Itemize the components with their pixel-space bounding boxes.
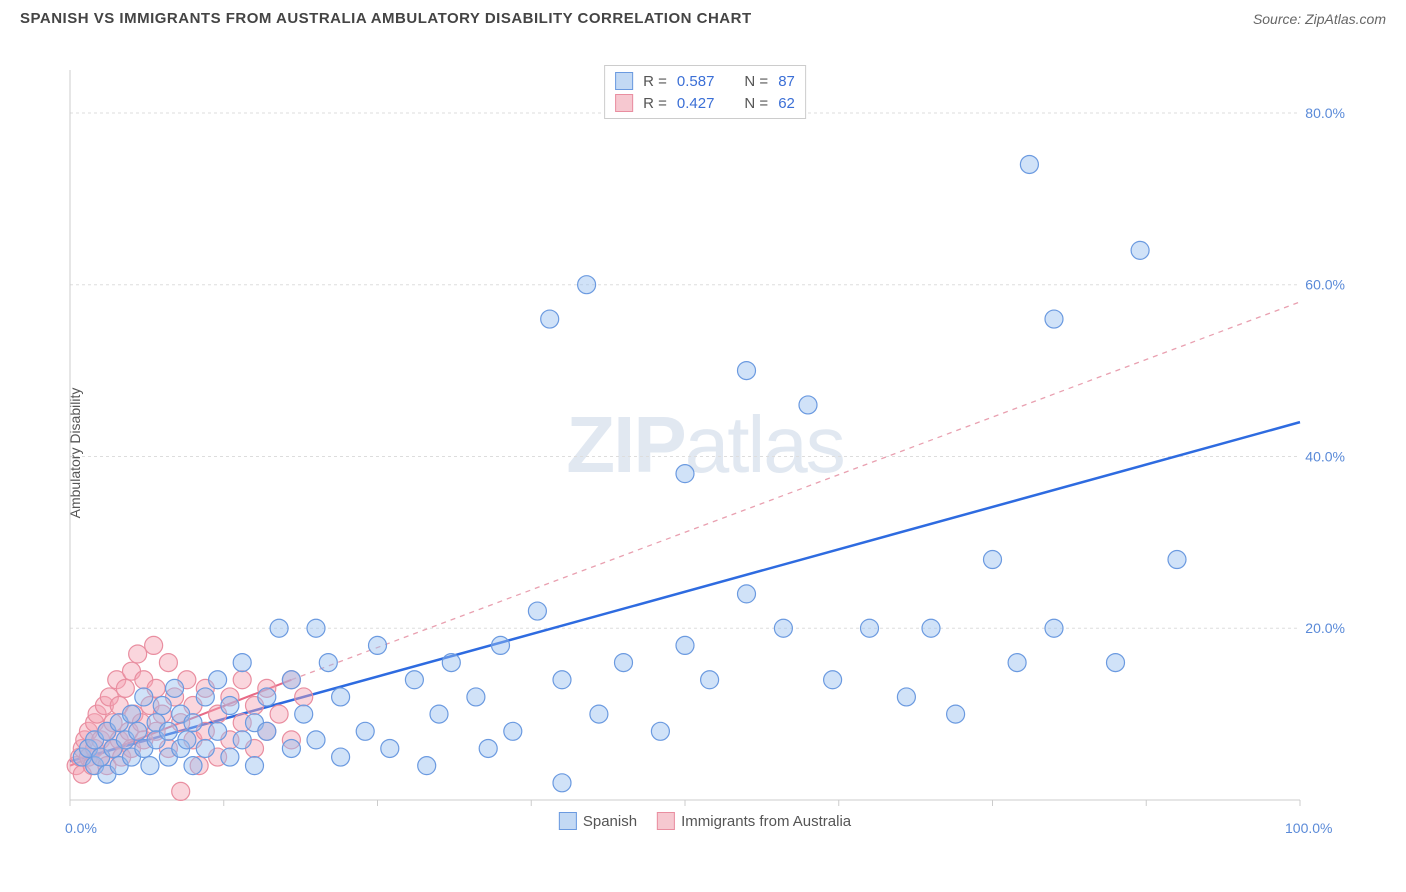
swatch-series1 <box>615 72 633 90</box>
stats-row-2: R = 0.427 N = 62 <box>615 92 795 114</box>
r-label-2: R = <box>643 95 667 112</box>
legend-swatch-1 <box>559 812 577 830</box>
r-label-1: R = <box>643 73 667 90</box>
stats-legend: R = 0.587 N = 87 R = 0.427 N = 62 <box>604 65 806 119</box>
swatch-series2 <box>615 94 633 112</box>
svg-text:80.0%: 80.0% <box>1305 105 1345 121</box>
n-value-1: 87 <box>778 73 795 90</box>
svg-text:40.0%: 40.0% <box>1305 448 1345 464</box>
source-attribution: Source: ZipAtlas.com <box>1253 11 1386 27</box>
legend-label-1: Spanish <box>583 813 637 830</box>
legend-item-1: Spanish <box>559 812 637 830</box>
n-label-1: N = <box>744 73 768 90</box>
n-label-2: N = <box>744 95 768 112</box>
scatter-plot: 20.0% 40.0% 60.0% 80.0% <box>60 60 1350 830</box>
legend-item-2: Immigrants from Australia <box>657 812 851 830</box>
r-value-2: 0.427 <box>677 95 715 112</box>
stats-row-1: R = 0.587 N = 87 <box>615 70 795 92</box>
legend-swatch-2 <box>657 812 675 830</box>
legend-label-2: Immigrants from Australia <box>681 813 851 830</box>
bottom-legend: Spanish Immigrants from Australia <box>559 812 851 830</box>
source-prefix: Source: <box>1253 11 1305 27</box>
source-name: ZipAtlas.com <box>1305 11 1386 27</box>
r-value-1: 0.587 <box>677 73 715 90</box>
svg-text:60.0%: 60.0% <box>1305 277 1345 293</box>
n-value-2: 62 <box>778 95 795 112</box>
chart-area: Ambulatory Disability ZIPatlas 20.0%40.0… <box>60 60 1350 830</box>
x-axis-max-label: 100.0% <box>1285 820 1332 836</box>
chart-title: SPANISH VS IMMIGRANTS FROM AUSTRALIA AMB… <box>20 10 752 27</box>
x-axis-min-label: 0.0% <box>65 820 97 836</box>
svg-text:20.0%: 20.0% <box>1305 620 1345 636</box>
